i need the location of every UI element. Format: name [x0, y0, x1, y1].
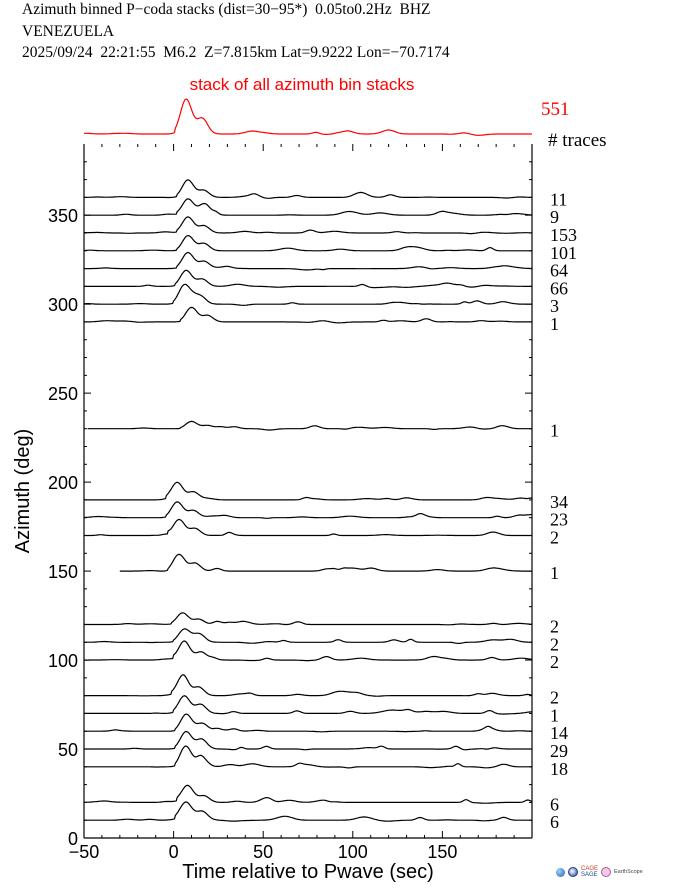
series-line — [83, 234, 532, 252]
trace-count-label: 101 — [550, 243, 577, 263]
trace-count-label: 9 — [550, 207, 559, 227]
trace-count-label: 6 — [550, 794, 559, 814]
series-line — [84, 306, 532, 324]
trace-count-label: 11 — [550, 189, 567, 209]
stack-trace-count: 551 — [541, 99, 570, 120]
series-line — [84, 674, 533, 697]
y-tick-label: 250 — [48, 384, 78, 404]
trace-count-label: 2 — [550, 616, 559, 636]
trace-count-heading: # traces — [548, 130, 607, 151]
trace-count-label: 64 — [550, 261, 568, 281]
series-line — [84, 628, 532, 644]
y-tick-label: 350 — [48, 206, 78, 226]
chart-header-region: VENEZUELA — [22, 23, 115, 40]
sage-logo-text: SAGE — [581, 872, 598, 878]
earthscope-logo-text: EarthScope — [614, 869, 643, 875]
x-tick-label: 150 — [427, 842, 457, 862]
series-line — [84, 713, 532, 733]
chart-header-event-info: 2025/09/24 22:21:55 M6.2 Z=7.815km Lat=9… — [22, 44, 450, 61]
nsf-logo-icon — [568, 867, 578, 877]
series-line — [84, 179, 533, 199]
y-tick-label: 100 — [48, 651, 78, 671]
x-tick-label: 100 — [338, 842, 368, 862]
trace-count-label: 2 — [550, 527, 559, 547]
y-tick-label: 200 — [48, 473, 78, 493]
trace-count-label: 3 — [550, 296, 559, 316]
trace-count-label: 2 — [550, 652, 559, 672]
series-line — [84, 612, 533, 626]
trace-count-label: 18 — [550, 759, 568, 779]
series-line — [84, 518, 532, 537]
series-line — [84, 784, 533, 804]
trace-count-label: 2 — [550, 634, 559, 654]
y-tick-label: 300 — [48, 295, 78, 315]
x-tick-label: 50 — [253, 842, 273, 862]
trace-count-label: 66 — [550, 278, 568, 298]
x-tick-label: 0 — [169, 842, 179, 862]
series-line — [84, 695, 532, 715]
logo-strip: CAGE SAGE EarthScope — [556, 866, 643, 878]
trace-count-label: 1 — [550, 705, 559, 725]
trace-count-label: 6 — [550, 812, 559, 832]
series-line — [84, 251, 532, 271]
series-line — [84, 269, 532, 289]
trace-count-label: 1 — [550, 314, 559, 334]
chart-title: stack of all azimuth bin stacks — [190, 75, 415, 94]
trace-count-label: 29 — [550, 741, 568, 761]
earthscope-logo-icon — [601, 867, 612, 877]
trace-count-label: 14 — [550, 723, 568, 743]
series-line — [84, 198, 533, 216]
chart-header-line1: Azimuth binned P−coda stacks (dist=30−95… — [22, 1, 431, 18]
x-axis-label: Time relative to Pwave (sec) — [182, 861, 434, 883]
y-axis-label: Azimuth (deg) — [12, 429, 34, 554]
y-tick-label: 0 — [68, 829, 78, 849]
y-tick-label: 150 — [48, 562, 78, 582]
cage-sage-logo: CAGE SAGE — [581, 866, 598, 878]
trace-count-label: 1 — [550, 563, 559, 583]
series-line — [84, 481, 533, 501]
trace-count-label: 1 — [550, 421, 559, 441]
x-tick-label: −50 — [69, 842, 100, 862]
series-line — [84, 801, 532, 822]
trace-count-label: 34 — [550, 492, 568, 512]
earth-logo-icon — [556, 867, 565, 877]
stack-series-line — [83, 98, 532, 136]
series-line — [84, 501, 532, 519]
cage-logo-text: CAGE — [581, 866, 599, 872]
series-line — [84, 745, 532, 769]
y-tick-label: 50 — [58, 740, 78, 760]
series-line — [119, 553, 532, 572]
series-line — [84, 216, 532, 235]
trace-count-label: 153 — [550, 225, 577, 245]
series-line — [83, 283, 532, 306]
series-line — [87, 420, 532, 431]
trace-count-label: 23 — [550, 510, 568, 530]
series-line — [84, 730, 532, 751]
series-line — [84, 640, 533, 662]
trace-count-label: 2 — [550, 688, 559, 708]
